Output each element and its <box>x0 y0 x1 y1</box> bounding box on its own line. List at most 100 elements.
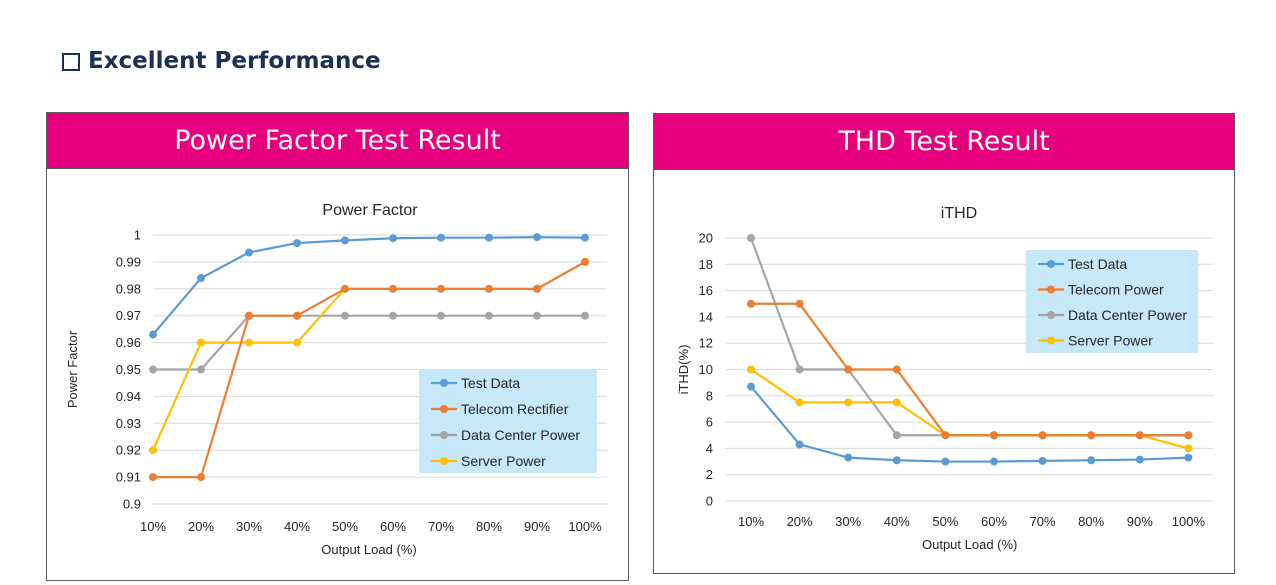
thd-x-tick-label: 80% <box>1078 514 1104 529</box>
thd-point-server-power <box>747 365 755 374</box>
thd-point-data-center-power <box>795 365 804 374</box>
pf-point-test-data <box>197 274 205 283</box>
thd-x-tick-label: 90% <box>1127 514 1153 529</box>
pf-series-line-test-data <box>152 236 586 336</box>
thd-point-test-data <box>747 382 755 391</box>
thd-point-test-data <box>1135 455 1144 464</box>
pf-chart-title: Power Factor <box>322 202 418 219</box>
thd-point-server-power <box>844 398 853 407</box>
thd-x-tick-label: 30% <box>835 514 861 529</box>
thd-point-test-data <box>941 457 950 466</box>
pf-x-tick-label: 90% <box>524 519 550 534</box>
pf-point-server-power <box>245 338 253 347</box>
pf-point-telecom-rectifier <box>533 284 541 293</box>
pf-x-tick-label: 60% <box>380 519 406 534</box>
thd-point-telecom-power <box>892 365 901 374</box>
pf-legend-swatch-marker <box>440 405 448 413</box>
pf-point-data-center-power <box>485 311 493 320</box>
pf-point-server-power <box>197 338 205 347</box>
thd-series-line-telecom-power <box>751 302 1189 437</box>
thd-x-tick-label: 40% <box>884 514 910 529</box>
pf-x-tick-label: 100% <box>568 519 602 534</box>
pf-legend-label: Data Center Power <box>461 427 580 443</box>
thd-series-line-test-data <box>750 385 1189 463</box>
thd-point-server-power <box>1184 444 1193 453</box>
thd-point-test-data <box>892 456 901 465</box>
pf-point-data-center-power <box>437 311 445 320</box>
pf-point-telecom-rectifier <box>149 473 157 482</box>
pf-point-data-center-power <box>389 311 397 320</box>
pf-y-tick-label: 0.91 <box>116 470 141 485</box>
pf-x-tick-label: 70% <box>428 519 454 534</box>
thd-point-telecom-power <box>1038 431 1047 440</box>
pf-legend-label: Test Data <box>461 375 520 391</box>
pf-point-telecom-rectifier <box>197 473 205 482</box>
pf-point-test-data <box>485 233 493 242</box>
pf-y-tick-label: 0.95 <box>116 362 141 377</box>
thd-point-test-data <box>795 440 804 449</box>
pf-point-telecom-rectifier <box>245 311 253 320</box>
pf-x-axis-label: Output Load (%) <box>321 542 416 557</box>
pf-y-tick-label: 0.9 <box>123 497 141 512</box>
pf-point-test-data <box>293 239 301 248</box>
thd-point-data-center-power <box>747 234 755 242</box>
thd-y-tick-label: 0 <box>706 494 713 509</box>
thd-x-tick-label: 50% <box>932 514 958 529</box>
thd-y-tick-label: 6 <box>706 415 713 430</box>
pf-y-tick-label: 0.93 <box>116 416 141 431</box>
thd-y-tick-label: 2 <box>706 467 713 482</box>
pf-series-line-telecom-rectifier <box>153 260 586 479</box>
pf-point-data-center-power <box>149 365 157 374</box>
checkbox-icon <box>62 53 80 71</box>
thd-legend <box>1026 250 1198 353</box>
pf-point-data-center-power <box>197 365 205 374</box>
thd-y-tick-label: 16 <box>699 283 713 298</box>
pf-point-telecom-rectifier <box>437 284 445 293</box>
thd-point-server-power <box>892 398 901 407</box>
pf-legend-swatch-marker <box>440 431 448 439</box>
thd-legend-label: Test Data <box>1068 256 1127 272</box>
pf-y-tick-label: 0.94 <box>116 389 141 404</box>
thd-y-tick-label: 12 <box>699 336 713 351</box>
pf-point-test-data <box>581 233 589 242</box>
thd-point-data-center-power <box>892 431 901 440</box>
pf-point-telecom-rectifier <box>293 311 301 320</box>
pf-point-data-center-power <box>533 311 541 320</box>
pf-point-server-power <box>149 446 157 455</box>
thd-point-telecom-power <box>844 365 853 374</box>
thd-x-tick-label: 100% <box>1172 514 1206 529</box>
pf-point-test-data <box>245 248 253 257</box>
pf-point-data-center-power <box>581 311 589 320</box>
thd-legend-swatch-marker <box>1047 260 1055 268</box>
thd-x-tick-label: 70% <box>1030 514 1056 529</box>
thd-point-telecom-power <box>1087 431 1096 440</box>
pf-y-tick-label: 0.98 <box>116 281 141 296</box>
thd-x-tick-label: 10% <box>738 514 764 529</box>
page-heading: Excellent Performance <box>62 48 381 74</box>
thd-point-server-power <box>795 398 804 407</box>
power-factor-chart: 0.9 0.91 0.92 0.93 0.94 0.95 0.96 0.97 0.98 0.99 1… <box>65 202 607 557</box>
thd-point-test-data <box>844 453 853 462</box>
thd-legend-swatch-marker <box>1047 311 1055 319</box>
pf-x-tick-label: 40% <box>284 519 310 534</box>
pf-y-tick-label: 0.96 <box>116 335 141 350</box>
pf-x-tick-label: 20% <box>188 519 214 534</box>
thd-y-axis-label: iTHD(%) <box>676 345 691 395</box>
thd-legend-label: Telecom Power <box>1068 282 1164 298</box>
pf-y-tick-label: 0.97 <box>116 308 141 323</box>
thd-legend-swatch-marker <box>1047 285 1055 294</box>
pf-point-test-data <box>389 234 397 243</box>
thd-point-test-data <box>1038 456 1047 465</box>
thd-y-tick-label: 8 <box>706 388 713 403</box>
pf-point-test-data <box>437 233 445 242</box>
pf-point-test-data <box>149 330 157 339</box>
pf-point-telecom-rectifier <box>389 284 397 293</box>
pf-y-tick-label: 1 <box>134 228 141 243</box>
thd-legend-swatch-marker <box>1047 336 1055 345</box>
pf-y-axis-label: Power Factor <box>65 330 80 408</box>
pf-point-telecom-rectifier <box>485 284 493 293</box>
thd-point-telecom-power <box>1184 431 1193 440</box>
thd-y-tick-label: 14 <box>699 309 713 324</box>
pf-x-tick-label: 10% <box>140 519 166 534</box>
thd-point-telecom-power <box>747 299 755 308</box>
